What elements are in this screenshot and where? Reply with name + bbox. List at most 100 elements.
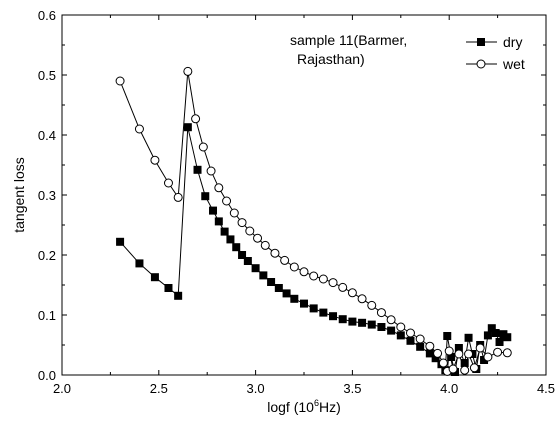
data-point-wet [502, 348, 512, 358]
data-point-dry [243, 257, 252, 265]
data-point-wet [367, 300, 377, 310]
data-point-dry [116, 237, 125, 246]
data-point-wet [318, 274, 328, 284]
data-point-dry [460, 359, 469, 367]
annotation-line-1: sample 11(Barmer, [290, 32, 407, 48]
data-point-wet [469, 363, 479, 373]
data-point-dry [503, 333, 512, 342]
data-point-wet [454, 349, 464, 359]
data-point-wet [405, 328, 415, 338]
x-axis-title-main: logf (10 [267, 399, 314, 415]
data-point-dry [447, 353, 456, 361]
y-tick-label: 0.3 [38, 188, 56, 203]
data-point-dry [431, 354, 440, 363]
data-point-wet [396, 322, 406, 332]
data-point-dry [300, 299, 308, 308]
data-point-wet [338, 282, 348, 292]
data-point-dry [406, 336, 415, 345]
data-point-dry [259, 271, 268, 280]
data-point-dry [454, 344, 463, 352]
data-point-dry [290, 294, 299, 303]
data-point-dry [214, 217, 223, 226]
legend-wet-marker [476, 59, 486, 69]
data-point-dry [338, 315, 347, 324]
data-point-wet [328, 278, 338, 288]
y-tick-label: 0.5 [38, 68, 56, 83]
data-point-dry [232, 243, 241, 252]
data-point-wet [483, 352, 493, 362]
data-point-dry [387, 326, 396, 335]
data-point-wet [206, 166, 216, 176]
data-point-wet [245, 226, 255, 236]
data-point-dry [135, 259, 144, 268]
data-point-dry [443, 332, 452, 340]
x-axis-title: logf (106Hz) [267, 398, 341, 415]
data-point-dry [274, 284, 283, 292]
data-point-dry [367, 320, 376, 329]
x-tick-label: 3.5 [343, 381, 361, 396]
data-point-wet [493, 347, 503, 357]
data-point-wet [376, 308, 386, 318]
data-point-dry [358, 318, 367, 327]
data-point-dry [209, 206, 218, 215]
data-point-dry [483, 331, 492, 340]
legend: dry wet [466, 34, 525, 72]
data-point-wet [438, 358, 448, 368]
data-point-wet [150, 155, 160, 165]
data-point-dry [220, 227, 229, 236]
data-point-wet [299, 267, 309, 277]
data-point-wet [222, 196, 232, 206]
data-point-dry [226, 235, 235, 244]
legend-wet-label: wet [502, 56, 525, 72]
data-point-wet [280, 255, 290, 265]
data-point-wet [289, 262, 299, 272]
y-tick-label: 0.4 [38, 128, 56, 143]
series-layer [115, 66, 512, 376]
x-tick-label: 4.0 [440, 381, 458, 396]
data-point-dry [425, 349, 434, 358]
data-point-wet [270, 248, 280, 258]
data-point-wet [464, 349, 474, 359]
data-point-wet [191, 114, 201, 124]
data-point-wet [214, 183, 224, 193]
data-point-wet [163, 178, 173, 188]
x-axis-title-sup: 6 [314, 398, 319, 408]
data-point-wet [198, 142, 208, 152]
data-point-dry [174, 291, 183, 300]
data-point-dry [150, 273, 159, 282]
data-point-wet [386, 315, 396, 325]
data-point-dry [251, 264, 260, 273]
data-point-dry [377, 323, 386, 331]
y-tick-label: 0.6 [38, 8, 56, 23]
data-point-wet [134, 124, 144, 134]
data-point-wet [115, 76, 125, 86]
legend-dry-label: dry [503, 34, 522, 50]
data-point-wet [475, 343, 485, 353]
x-axis-title-tail: Hz) [319, 399, 341, 415]
data-point-wet [448, 364, 458, 374]
x-tick-label: 4.5 [537, 381, 555, 396]
data-point-dry [480, 356, 489, 364]
data-point-wet [425, 341, 435, 351]
data-point-wet [173, 192, 183, 202]
data-point-dry [464, 333, 473, 342]
y-axis-title: tangent loss [11, 157, 27, 233]
data-point-wet [309, 271, 319, 281]
data-point-dry [267, 278, 276, 286]
data-point-wet [433, 348, 443, 358]
data-point-wet [253, 233, 263, 243]
data-point-dry [487, 324, 496, 333]
data-point-wet [357, 294, 367, 304]
plot-frame [61, 14, 547, 376]
data-point-wet [444, 346, 454, 356]
data-point-wet [460, 365, 470, 375]
data-point-dry [164, 284, 173, 292]
data-point-wet [183, 66, 193, 76]
legend-dry-marker [477, 38, 485, 46]
data-point-dry [309, 304, 318, 313]
data-point-dry [348, 317, 357, 326]
data-point-dry [491, 329, 500, 337]
series-line-wet [119, 71, 508, 374]
data-point-dry [201, 192, 210, 201]
